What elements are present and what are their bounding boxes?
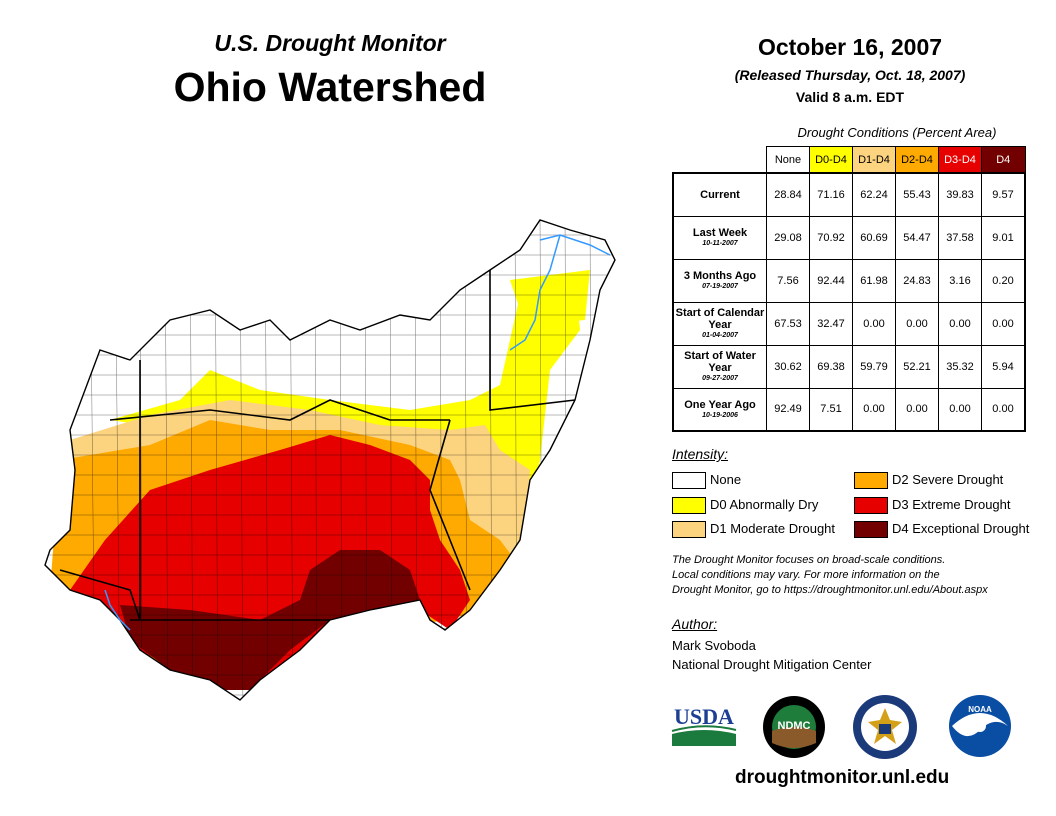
svg-text:NOAA: NOAA [968,705,992,714]
col-header: D1-D4 [852,146,896,174]
table-cell: 52.21 [895,344,939,389]
table-cell: 7.51 [809,387,853,432]
legend-label: D0 Abnormally Dry [710,497,819,512]
map-subtitle: U.S. Drought Monitor [214,30,446,56]
row-label: 3 Months Ago 07-19-2007 [672,258,767,303]
author-heading: Author: [672,616,718,632]
table-row: Start of Calendar Year 01-04-2007 67.53 3… [672,301,1026,346]
table-cell: 39.83 [938,172,982,217]
usda-logo: USDA [671,704,737,746]
table-cell: 0.20 [981,258,1026,303]
row-date: 10-11-2007 [702,240,738,247]
table-cell: 9.01 [981,215,1026,260]
table-cell: 9.57 [981,172,1026,217]
row-label: Start of Water Year 09-27-2007 [672,344,767,389]
table-cell: 54.47 [895,215,939,260]
table-cell: 61.98 [852,258,896,303]
table-cell: 0.00 [895,387,939,432]
legend-swatch [854,521,888,538]
col-header: D0-D4 [809,146,853,174]
table-cell: 0.00 [852,387,896,432]
table-cell: 92.44 [809,258,853,303]
table-cell: 0.00 [981,387,1026,432]
row-label: Start of Calendar Year 01-04-2007 [672,301,767,346]
table-cell: 0.00 [981,301,1026,346]
table-cell: 5.94 [981,344,1026,389]
valid-time: Valid 8 a.m. EDT [795,89,905,105]
table-cell: 7.56 [766,258,810,303]
row-label: Current [672,172,767,217]
table-cell: 62.24 [852,172,896,217]
table-cell: 28.84 [766,172,810,217]
noaa-logo: NOAA [949,695,1011,757]
table-row: Start of Water Year 09-27-2007 30.62 69.3… [672,344,1026,389]
legend-swatch [854,472,888,489]
table-row: 3 Months Ago 07-19-2007 7.56 92.44 61.98 … [672,258,1026,303]
table-cell: 69.38 [809,344,853,389]
author-name: Mark Svoboda [672,638,756,653]
table-cell: 32.47 [809,301,853,346]
table-cell: 0.00 [852,301,896,346]
legend-label: D1 Moderate Drought [710,521,836,536]
table-cell: 55.43 [895,172,939,217]
table-cell: 0.00 [938,301,982,346]
legend-label: D3 Extreme Drought [892,497,1011,512]
ndmc-logo: NDMC [763,696,825,758]
table-cell: 92.49 [766,387,810,432]
table-cell: 60.69 [852,215,896,260]
website-url[interactable]: droughtmonitor.unl.edu [735,767,950,788]
col-header: D4 [981,146,1026,174]
legend-label: D4 Exceptional Drought [892,521,1030,536]
row-label: Last Week 10-11-2007 [672,215,767,260]
row-date: 10-19-2006 [702,411,738,419]
legend-heading: Intensity: [672,446,729,462]
table-row: One Year Ago 10-19-2006 92.49 7.51 0.00 0… [672,387,1026,432]
river-line [104,234,611,631]
legend-swatch [854,497,888,514]
legend-swatch [672,472,706,489]
table-cell: 0.00 [938,387,982,432]
release-date: (Released Thursday, Oct. 18, 2007) [734,67,966,83]
table-cell: 59.79 [852,344,896,389]
table-cell: 71.16 [809,172,853,217]
table-row: Last Week 10-11-2007 29.08 70.92 60.69 54… [672,215,1026,260]
note-line: The Drought Monitor focuses on broad-sca… [672,554,946,566]
table-row: Current 28.84 71.16 62.24 55.43 39.83 9.… [672,172,1026,217]
drought-conditions-table: None D0-D4 D1-D4 D2-D4 D3-D4 D4 Current … [672,146,1026,432]
row-label: One Year Ago 10-19-2006 [672,387,767,432]
table-cell: 35.32 [938,344,982,389]
map-date: October 16, 2007 [757,34,943,60]
svg-text:USDA: USDA [674,704,734,729]
county-boundaries [45,220,615,700]
row-date: 01-04-2007 [702,332,738,339]
note-line: Drought Monitor, go to https://droughtmo… [672,584,988,596]
table-cell: 70.92 [809,215,853,260]
table-cell: 24.83 [895,258,939,303]
col-header: None [766,146,810,174]
table-cell: 29.08 [766,215,810,260]
col-header: D3-D4 [938,146,982,174]
note-line: Local conditions may vary. For more info… [672,569,940,581]
legend-swatch [672,521,706,538]
commerce-seal-logo [853,695,917,759]
legend-label: None [710,472,742,487]
legend-swatch [672,497,706,514]
table-caption: Drought Conditions (Percent Area) [797,125,997,140]
row-date: 09-27-2007 [702,375,738,382]
watershed-outline [44,219,616,701]
table-cell: 3.16 [938,258,982,303]
table-cell: 30.62 [766,344,810,389]
drought-map [44,219,616,701]
table-cell: 67.53 [766,301,810,346]
legend-label: D2 Severe Drought [892,472,1004,487]
row-date: 07-19-2007 [702,283,738,290]
disclaimer-note: The Drought Monitor focuses on broad-sca… [672,553,1042,598]
table-cell: 0.00 [895,301,939,346]
col-header: D2-D4 [895,146,939,174]
table-cell: 37.58 [938,215,982,260]
author-org: National Drought Mitigation Center [672,657,872,672]
map-title: Ohio Watershed [173,64,487,110]
svg-text:NDMC: NDMC [778,720,811,732]
table-corner [673,147,767,174]
